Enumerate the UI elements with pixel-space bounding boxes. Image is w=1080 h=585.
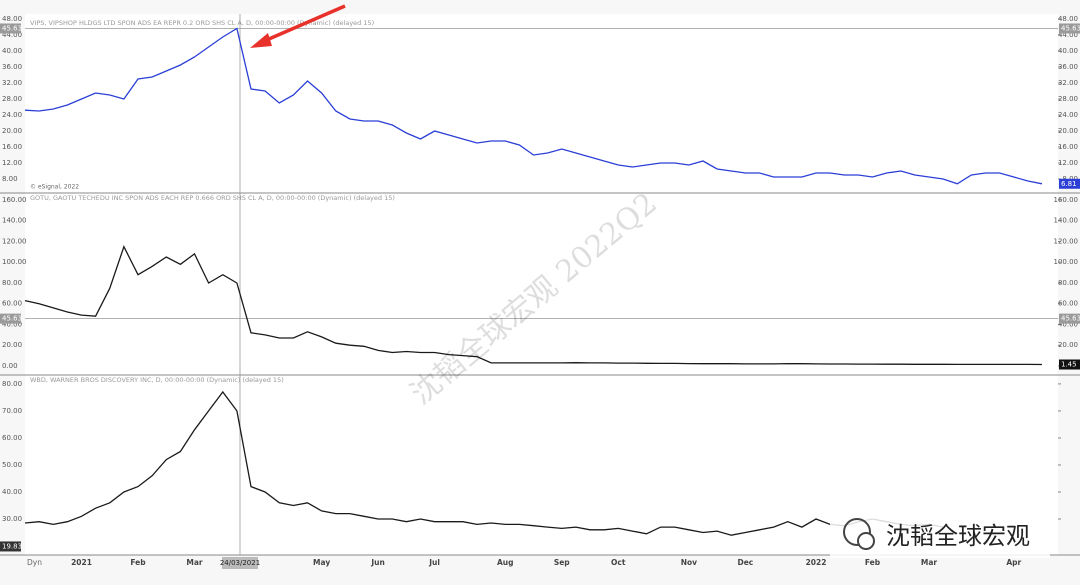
y-tick-label: 20.00	[1058, 341, 1078, 349]
y-tick-label: 60.00	[1058, 300, 1078, 308]
y-tick-label: 0.00	[2, 362, 18, 370]
y-tick-label: 48.00	[1058, 15, 1078, 23]
y-tick-label: 140.00	[2, 217, 27, 225]
logo-icon	[857, 532, 875, 550]
price-marker	[1059, 359, 1080, 370]
logo-text: 沈韬全球宏观	[886, 522, 1030, 550]
copyright: © eSignal, 2022	[30, 184, 79, 191]
y-tick-label: 40.00	[1058, 320, 1078, 328]
price-marker-label: 45.63	[1061, 24, 1080, 32]
logo-icon	[843, 518, 871, 546]
y-tick-label: 44.00	[2, 31, 22, 39]
x-tick-label: Jul	[428, 558, 440, 567]
y-tick-label: 36.00	[2, 63, 22, 71]
x-tick-label: Oct	[611, 558, 626, 567]
y-tick-label: 32.00	[2, 79, 22, 87]
plot-area	[25, 14, 1058, 555]
price-marker	[1059, 23, 1080, 34]
logo: 沈韬全球宏观	[830, 512, 1050, 558]
y-tick-label: 12.00	[2, 159, 22, 167]
y-tick-label: 20.00	[2, 341, 22, 349]
price-line	[24, 27, 1043, 185]
y-tick-label: 16.00	[1058, 143, 1078, 151]
y-tick-label: 80.00	[1058, 279, 1078, 287]
y-tick-label: 28.00	[2, 95, 22, 103]
y-tick-label: 120.00	[2, 237, 27, 245]
y-tick-label: 140.00	[1054, 217, 1079, 225]
y-tick-label: 160.00	[2, 196, 27, 204]
x-tick-label: Aug	[497, 558, 514, 567]
arrow-shaft	[261, 4, 346, 44]
price-marker	[1059, 178, 1080, 189]
x-tick-label: Dec	[737, 558, 753, 567]
price-marker	[0, 313, 21, 324]
price-marker	[1059, 313, 1080, 324]
arrow	[250, 4, 346, 48]
y-tick-label: 160.00	[1054, 196, 1079, 204]
y-tick-label: 30.00	[2, 515, 22, 523]
y-tick-label: 80.00	[2, 380, 22, 388]
y-tick-label: 20.00	[2, 127, 22, 135]
price-marker-label: 19.83	[2, 542, 22, 550]
x-tick-label: 2021	[71, 558, 92, 567]
x-tick-label: Feb	[130, 558, 146, 567]
y-tick-label: 100.00	[2, 258, 27, 266]
y-tick-label: 60.00	[2, 434, 22, 442]
y-tick-label: 40.00	[2, 320, 22, 328]
crosshair-label-box	[222, 557, 258, 569]
y-tick-label: 44.00	[1058, 31, 1078, 39]
axis-mode: Dyn	[27, 558, 42, 567]
price-marker-label: 45.63	[2, 315, 22, 323]
crosshair-label: 24/03/2021	[220, 559, 260, 567]
y-tick-label: 40.00	[1058, 47, 1078, 55]
y-tick-label: 24.00	[2, 111, 22, 119]
y-tick-label: 40.00	[2, 488, 22, 496]
y-tick-label: 40.00	[2, 47, 22, 55]
x-tick-label: Jun	[370, 558, 384, 567]
y-tick-label: 16.00	[2, 143, 22, 151]
y-tick-label: 48.00	[2, 15, 22, 23]
y-tick-label: 32.00	[1058, 79, 1078, 87]
price-marker-label: 45.63	[1061, 315, 1080, 323]
x-tick-label: Sep	[554, 558, 570, 567]
y-tick-label: 12.00	[1058, 159, 1078, 167]
x-tick-label: Nov	[681, 558, 697, 567]
y-tick-label: 80.00	[2, 279, 22, 287]
price-marker-label: 6.81	[1061, 180, 1077, 188]
y-tick-label: 70.00	[2, 407, 22, 415]
price-marker-label: 45.63	[2, 24, 22, 32]
x-tick-label: May	[313, 558, 330, 567]
y-tick-label: 20.00	[1058, 127, 1078, 135]
price-marker-label: 1.45	[1061, 360, 1077, 368]
arrow-head	[250, 33, 272, 48]
panel-title: VIPS, VIPSHOP HLDGS LTD SPON ADS EA REPR…	[30, 19, 374, 27]
y-tick-label: 28.00	[1058, 95, 1078, 103]
y-tick-label: 120.00	[1054, 237, 1079, 245]
price-marker	[0, 541, 21, 552]
panel-title: WBD, WARNER BROS DISCOVERY INC, D, 00:00…	[30, 376, 284, 384]
y-tick-label: 100.00	[1054, 258, 1079, 266]
y-tick-label: 36.00	[1058, 63, 1078, 71]
price-marker	[0, 23, 21, 34]
x-tick-label: Feb	[865, 558, 881, 567]
y-tick-label: 60.00	[2, 300, 22, 308]
price-line	[24, 245, 1043, 366]
y-tick-label: 24.00	[1058, 111, 1078, 119]
x-tick-label: 2022	[806, 558, 827, 567]
y-tick-label: 50.00	[2, 461, 22, 469]
panel-title: GOTU, GAOTU TECHEDU INC SPON ADS EACH RE…	[30, 194, 395, 202]
y-tick-label: 8.00	[2, 175, 18, 183]
price-line	[24, 390, 944, 536]
x-tick-label: Mar	[186, 558, 203, 567]
x-tick-label: Apr	[1006, 558, 1021, 567]
x-tick-label: Mar	[921, 558, 938, 567]
